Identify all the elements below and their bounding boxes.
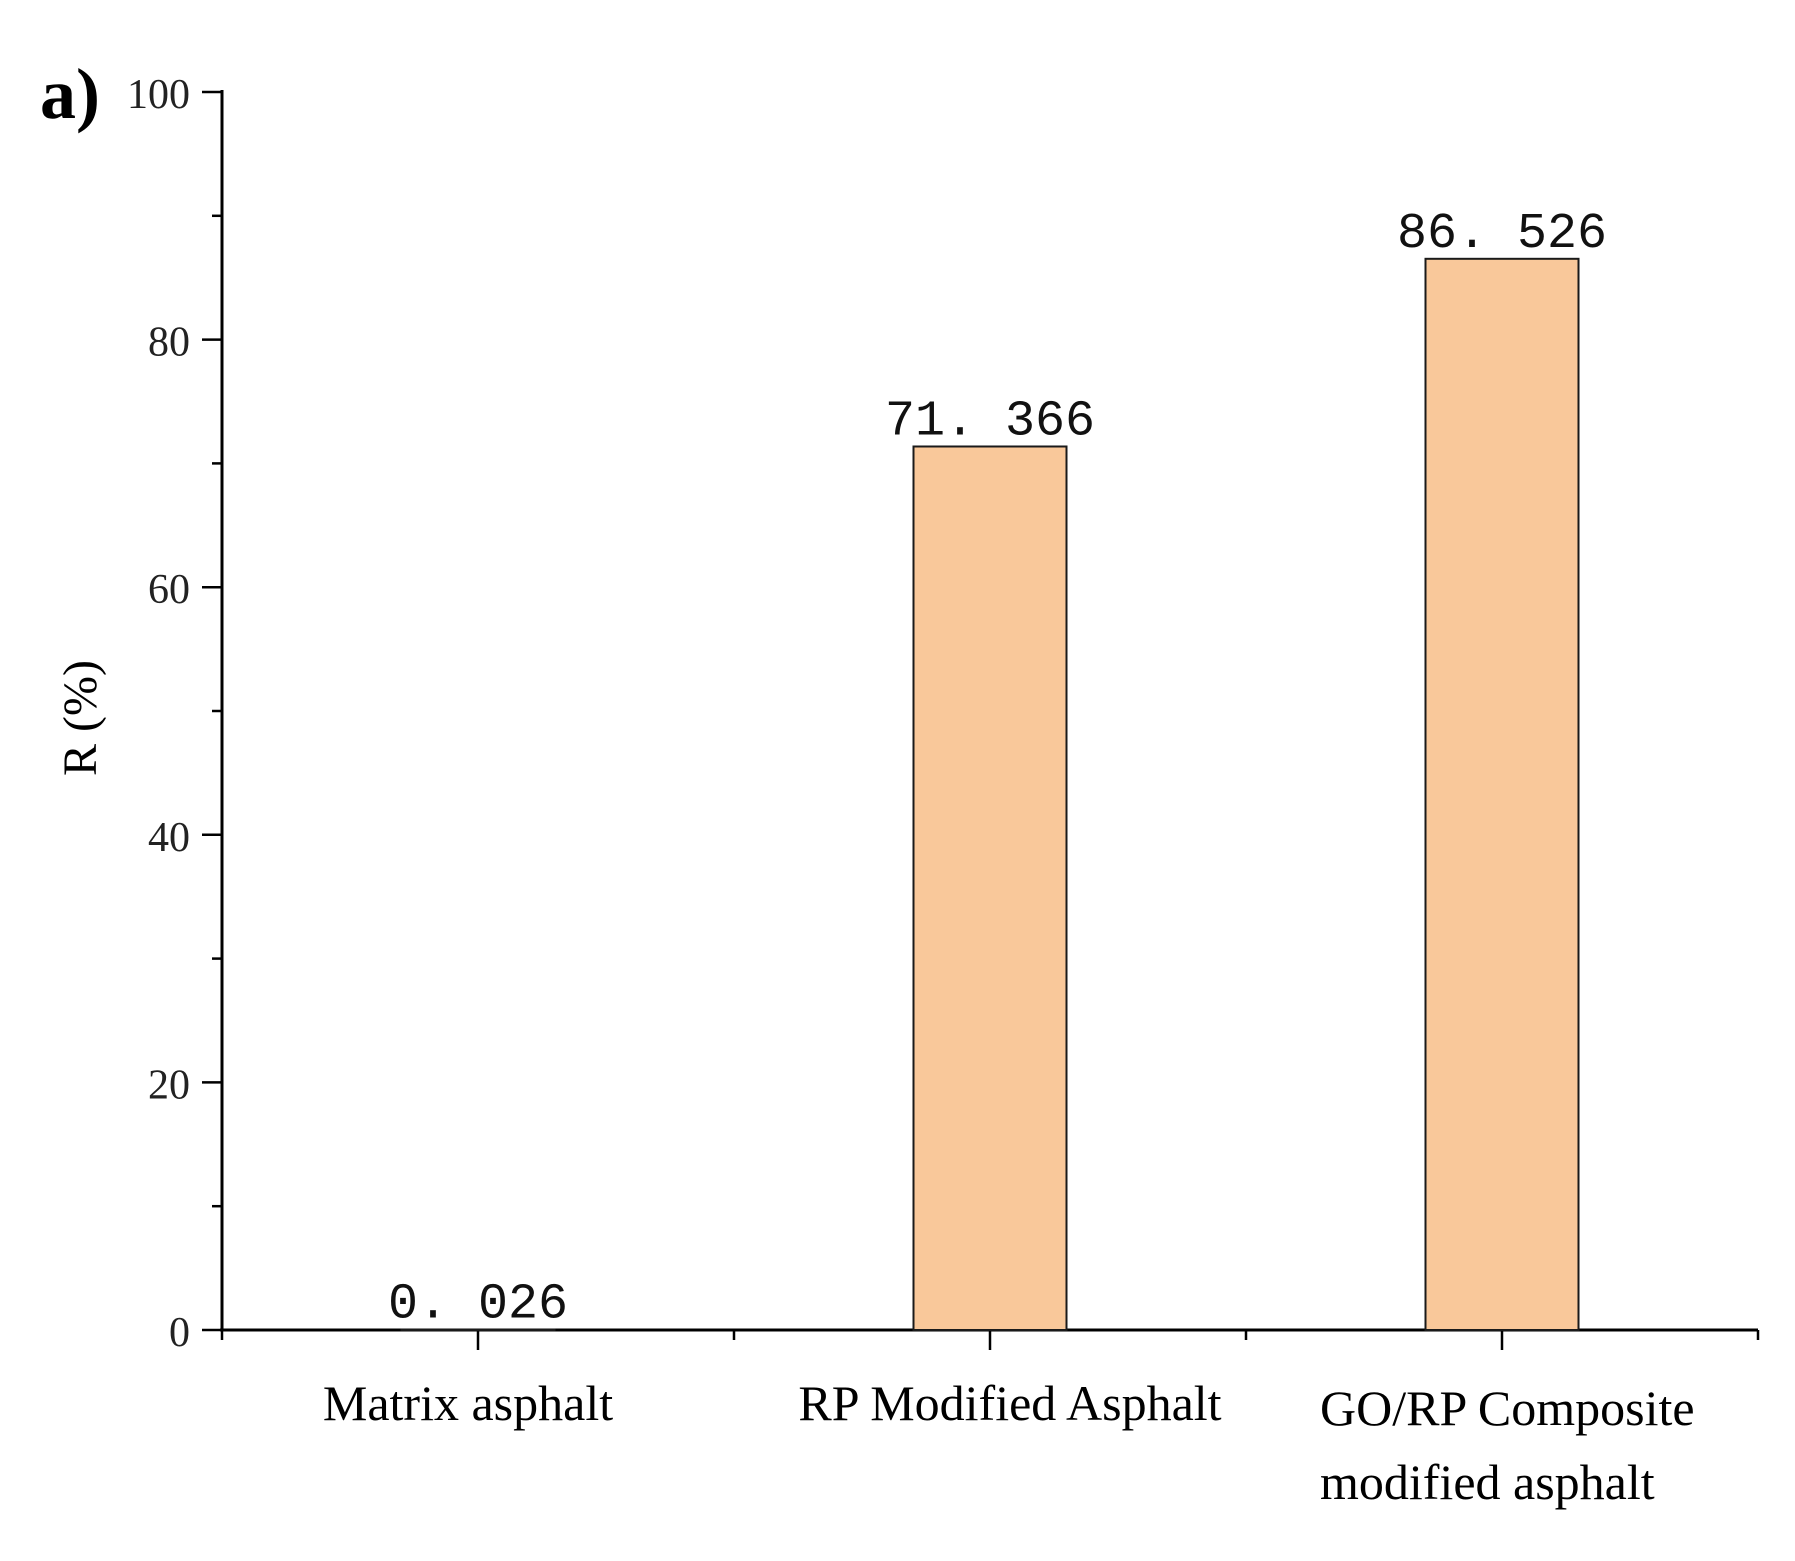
x-category-label-line: modified asphalt bbox=[1320, 1454, 1655, 1510]
x-category-label-line: GO/RP Composite bbox=[1320, 1380, 1695, 1436]
y-tick-label: 100 bbox=[127, 72, 190, 118]
data-label: 86. 526 bbox=[1397, 206, 1607, 263]
y-axis-label: R (%) bbox=[54, 660, 107, 776]
panel-label: a) bbox=[40, 54, 100, 134]
y-tick-label: 20 bbox=[148, 1062, 190, 1108]
bar bbox=[912, 445, 1068, 1332]
plot-area: 0 20 40 60 80 100 0. 026 Matrix asphalt 71. 366 R… bbox=[127, 72, 1760, 1510]
x-category-label: Matrix asphalt bbox=[323, 1375, 613, 1431]
y-tick-label: 40 bbox=[148, 815, 190, 861]
y-tick-label: 60 bbox=[148, 567, 190, 613]
y-tick-label: 80 bbox=[148, 320, 190, 366]
data-label: 71. 366 bbox=[885, 393, 1095, 450]
bar bbox=[1424, 257, 1580, 1331]
x-category-label: RP Modified Asphalt bbox=[798, 1375, 1221, 1431]
y-tick-label: 0 bbox=[169, 1310, 190, 1356]
data-label: 0. 026 bbox=[388, 1277, 568, 1334]
bar bbox=[400, 1328, 556, 1332]
